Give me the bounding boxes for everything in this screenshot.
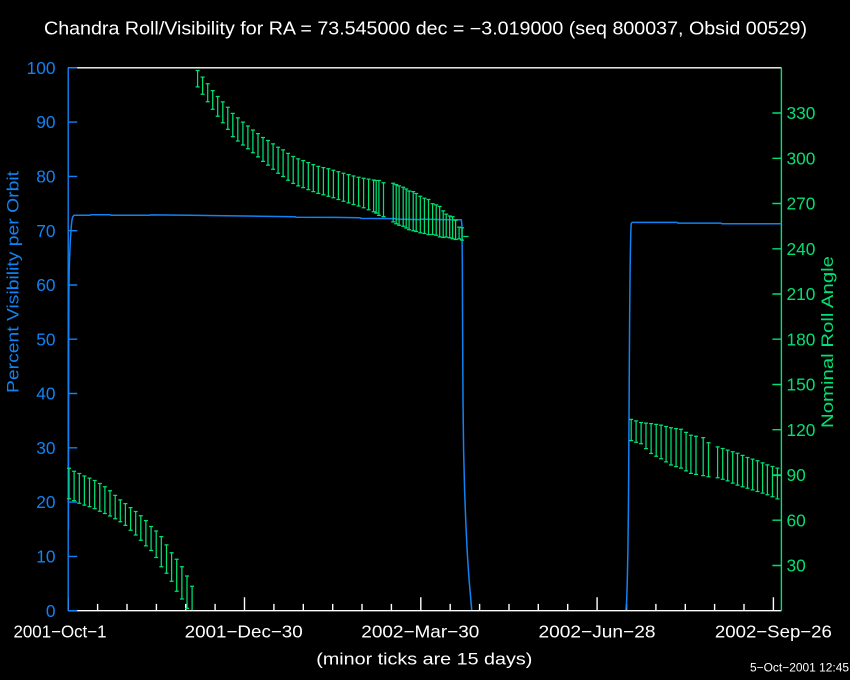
svg-text:20: 20 bbox=[36, 492, 55, 512]
svg-text:Nominal Roll Angle: Nominal Roll Angle bbox=[818, 256, 837, 428]
svg-text:330: 330 bbox=[787, 103, 816, 123]
svg-text:30: 30 bbox=[36, 438, 55, 458]
svg-text:Chandra Roll/Visibility for RA: Chandra Roll/Visibility for RA = 73.5450… bbox=[44, 19, 807, 39]
svg-text:80: 80 bbox=[36, 166, 55, 186]
svg-text:2002−Sep−26: 2002−Sep−26 bbox=[715, 622, 832, 642]
svg-text:210: 210 bbox=[787, 284, 816, 304]
svg-text:270: 270 bbox=[787, 194, 816, 214]
svg-text:Percent Visibility per Orbit: Percent Visibility per Orbit bbox=[5, 171, 23, 393]
svg-text:90: 90 bbox=[36, 112, 55, 132]
svg-text:120: 120 bbox=[787, 420, 816, 440]
svg-text:60: 60 bbox=[36, 275, 55, 295]
svg-text:2001−Oct−1: 2001−Oct−1 bbox=[14, 622, 107, 642]
svg-text:0: 0 bbox=[46, 601, 56, 621]
svg-text:30: 30 bbox=[787, 556, 806, 576]
svg-text:2002−Jun−28: 2002−Jun−28 bbox=[539, 622, 656, 642]
svg-text:300: 300 bbox=[787, 148, 816, 168]
svg-text:70: 70 bbox=[36, 221, 55, 241]
svg-text:2002−Mar−30: 2002−Mar−30 bbox=[361, 622, 479, 642]
svg-text:180: 180 bbox=[787, 329, 816, 349]
svg-text:60: 60 bbox=[787, 510, 806, 530]
svg-text:150: 150 bbox=[787, 375, 816, 395]
svg-text:5−Oct−2001 12:45: 5−Oct−2001 12:45 bbox=[750, 663, 849, 675]
svg-text:10: 10 bbox=[36, 547, 55, 567]
svg-text:2001−Dec−30: 2001−Dec−30 bbox=[185, 622, 303, 642]
svg-text:100: 100 bbox=[27, 58, 56, 78]
svg-text:50: 50 bbox=[36, 329, 55, 349]
svg-text:(minor ticks are 15 days): (minor ticks are 15 days) bbox=[316, 650, 532, 668]
svg-text:240: 240 bbox=[787, 239, 816, 259]
svg-text:90: 90 bbox=[787, 465, 806, 485]
svg-text:40: 40 bbox=[36, 384, 55, 404]
